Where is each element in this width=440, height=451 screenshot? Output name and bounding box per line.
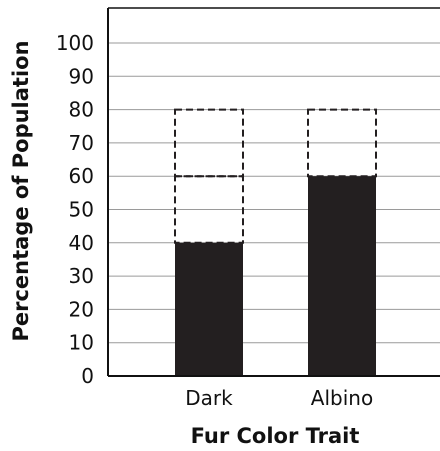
y-tick-label: 80 — [69, 98, 94, 122]
y-tick-label: 10 — [69, 331, 94, 355]
gridlines — [108, 42, 440, 344]
y-tick-labels: 0 10 20 30 40 50 60 70 80 90 100 — [56, 31, 94, 388]
x-category-label: Albino — [311, 386, 373, 410]
y-tick-label: 20 — [69, 297, 94, 321]
y-tick-label: 0 — [81, 364, 94, 388]
dashed-segments — [174, 108, 377, 244]
y-tick-label: 70 — [69, 131, 94, 155]
axes — [107, 7, 440, 377]
bars — [175, 176, 376, 376]
dashed-segment — [307, 108, 377, 178]
dashed-segment — [174, 108, 244, 178]
x-category-labels: Dark Albino — [185, 386, 373, 410]
y-tick-label: 40 — [69, 231, 94, 255]
y-tick-label: 60 — [69, 164, 94, 188]
y-tick-label: 100 — [56, 31, 94, 55]
y-tick-label: 30 — [69, 264, 94, 288]
x-axis-title: Fur Color Trait — [191, 424, 360, 448]
y-axis-title: Percentage of Population — [9, 40, 33, 341]
y-tick-label: 90 — [69, 64, 94, 88]
x-category-label: Dark — [185, 386, 233, 410]
y-tick-label: 50 — [69, 198, 94, 222]
bar-dark — [175, 242, 243, 376]
bar-albino — [308, 176, 376, 376]
